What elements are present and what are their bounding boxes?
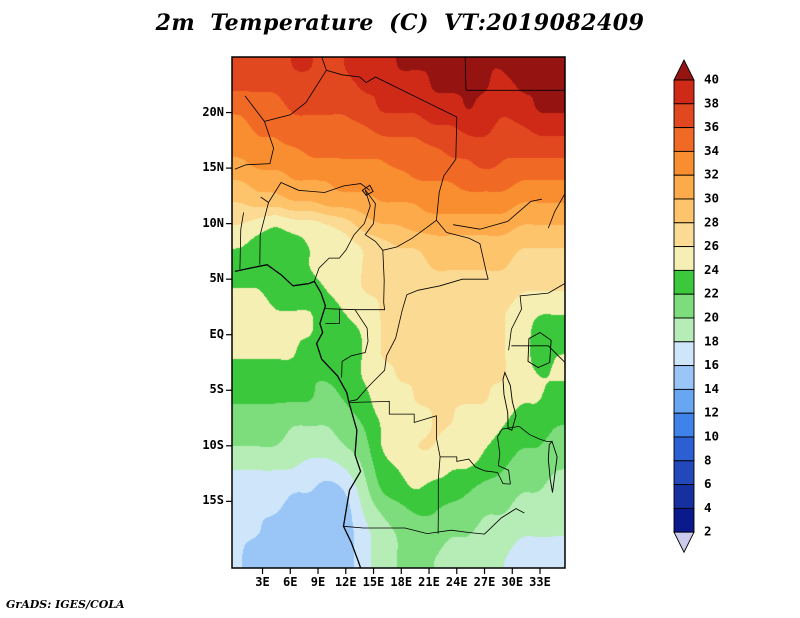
y-axis-label: 15S [202,493,224,508]
colorbar-label: 12 [704,405,719,420]
colorbar-segment [673,198,695,224]
country-border [348,294,408,402]
colorbar-label: 18 [704,333,719,348]
colorbar-segment [673,103,695,129]
y-axis-label: EQ [209,326,224,341]
colorbar-segment [673,412,695,438]
colorbar-label: 36 [704,119,719,134]
colorbar-segment [673,460,695,486]
colorbar-segment [673,150,695,176]
colorbar-segment [673,222,695,248]
lake-outline [361,184,374,196]
country-border [406,278,489,296]
colorbar: 40 38 36 34 32 30 28 26 24 22 20 18 16 14 12 10 8 6 4 2 [673,58,719,554]
colorbar-segment [673,388,695,414]
country-border [508,283,566,351]
y-axis-label: 15N [202,160,224,175]
country-border [260,181,371,204]
colorbar-segment [673,127,695,152]
colorbar-label: 34 [704,143,719,158]
colorbar-segment [673,436,695,462]
x-axis-label: 12E [334,575,357,589]
x-axis-label: 27E [473,575,496,589]
plot-frame [231,56,566,569]
colorbar-segment [673,79,695,105]
colorbar-arrow-bottom [673,531,695,554]
country-border [364,189,437,251]
country-border [547,193,566,229]
y-axis-label: 20N [202,104,224,119]
country-border [244,70,327,122]
colorbar-segment [673,484,695,509]
country-border [341,309,369,378]
x-axis-label: 21E [418,575,440,589]
y-axis-label: 5S [209,382,224,397]
x-axis-label: 18E [390,575,413,589]
colorbar-label: 8 [704,452,712,467]
country-border [239,212,244,270]
colorbar-segment [673,293,695,319]
map-overlay [226,56,566,574]
country-border [497,426,520,485]
colorbar-label: 6 [704,476,712,491]
country-border [446,232,489,280]
y-axis-label: 10N [202,215,224,230]
colorbar-segment [673,341,695,367]
colorbar-label: 14 [704,381,719,396]
temperature-field-canvas [232,57,565,568]
colorbar-label: 4 [704,500,712,515]
country-border [259,202,269,265]
colorbar-label: 28 [704,214,719,229]
plot-title: 2m Temperature (C) VT:2019082409 [155,10,645,36]
x-axis-label: 24E [445,575,468,589]
country-border [313,189,371,282]
colorbar-label: 24 [704,262,719,277]
x-axis-label: 30E [501,575,524,589]
x-axis-label: 15E [362,575,385,589]
x-axis-label: 33E [529,575,551,589]
country-border [321,56,457,118]
country-border [325,309,340,325]
colorbar-arrow-top [673,58,695,81]
colorbar-segment [673,174,695,200]
y-axis-label: 10S [202,437,224,452]
x-axis-label: 3E [255,575,270,589]
country-border [325,250,386,311]
colorbar-segment [673,269,695,295]
country-border [453,198,542,230]
colorbar-label: 26 [704,238,719,253]
country-border [437,456,441,534]
colorbar-label: 32 [704,167,719,182]
colorbar-label: 10 [704,429,719,444]
colorbar-label: 2 [704,524,712,539]
lake-outline [547,440,558,493]
x-axis-label: 6E [283,575,298,589]
country-border [343,508,525,535]
colorbar-label: 40 [704,72,719,87]
lake-outline [527,331,552,369]
country-border [518,426,552,442]
colorbar-label: 16 [704,357,719,372]
x-axis-label: 9E [310,575,326,589]
country-border [349,400,511,485]
country-border [234,121,275,170]
colorbar-segment [673,246,695,271]
colorbar-segment [673,317,695,343]
country-border [511,345,566,363]
colorbar-segment [673,365,695,390]
coastline [234,264,362,569]
y-axis-label: 5N [209,271,224,286]
colorbar-label: 38 [704,95,719,110]
credit-label: GrADS: IGES/COLA [6,598,125,611]
colorbar-segment [673,507,695,533]
lake-outline [502,371,517,431]
colorbar-label: 20 [704,310,719,325]
country-border [464,56,467,91]
colorbar-label: 30 [704,191,719,206]
colorbar-label: 22 [704,286,719,301]
country-border [435,116,458,233]
